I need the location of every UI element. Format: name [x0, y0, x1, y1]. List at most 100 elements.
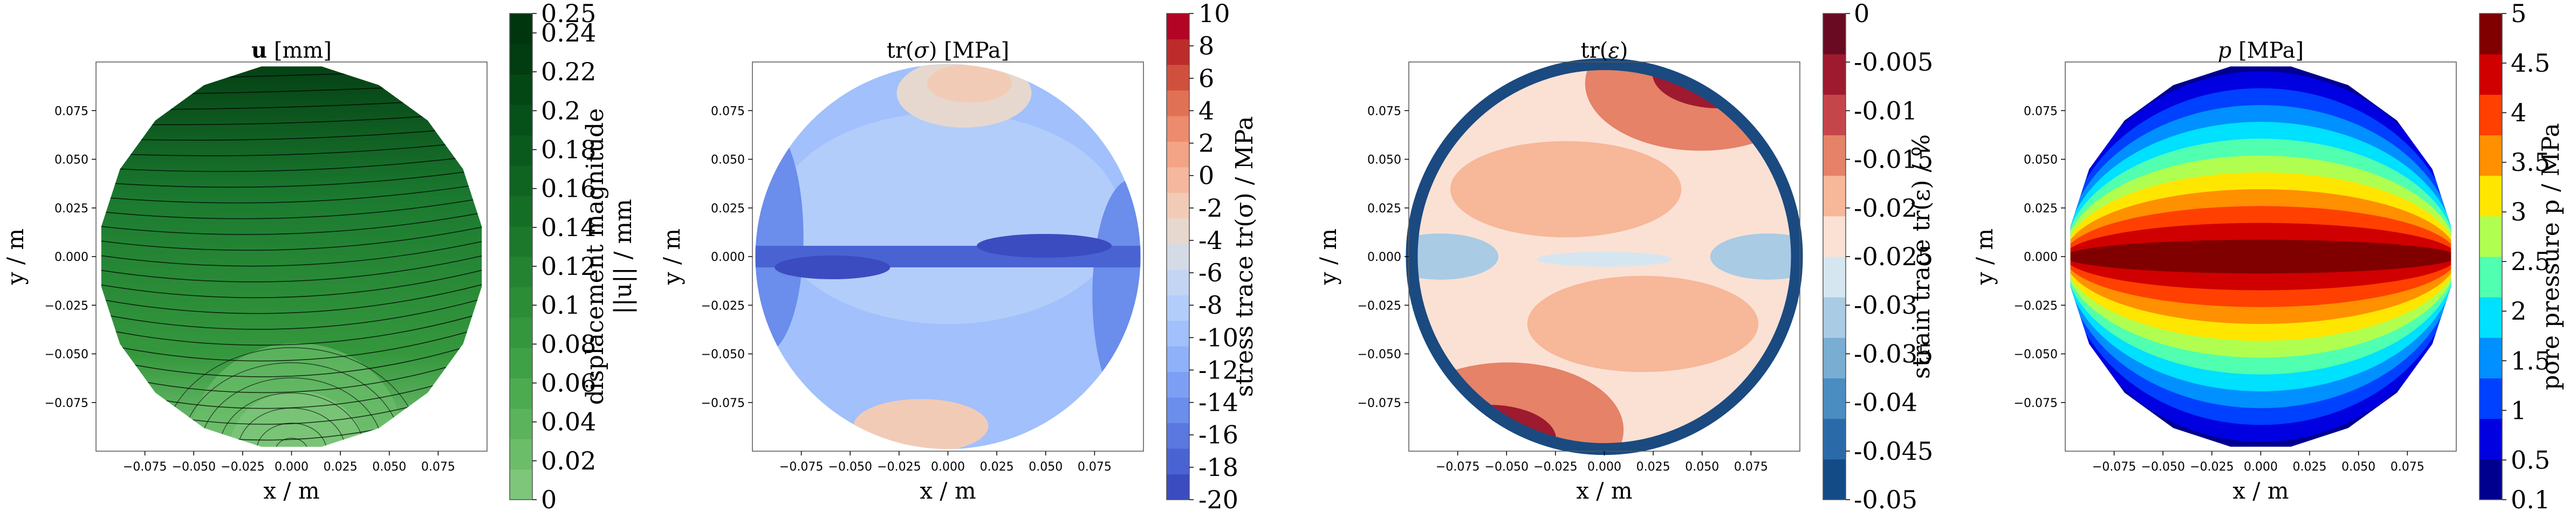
chart-panel-3: tr(ε) −0.075 −0.050 −0.025 0.000 0.025 0.050 0.…: [1315, 0, 1935, 514]
streamline: [101, 183, 482, 204]
colorbar-band: [1167, 218, 1189, 244]
colorbar-tick-label: 5: [2511, 0, 2526, 28]
x-tick-label: −0.075: [2092, 460, 2136, 474]
y-tick-label: −0.050: [2014, 348, 2058, 362]
y-tick-label: 0.000: [1367, 251, 1401, 264]
x-axis-label: x / m: [2232, 478, 2289, 504]
colorbar-tick-label: 2: [1198, 129, 1214, 158]
streamline: [101, 354, 482, 393]
y-tick-label: −0.050: [701, 348, 745, 362]
colorbar-tick-label: 0: [1854, 0, 1869, 28]
streamline: [180, 362, 403, 447]
colorbar-tick-label: 0.16: [541, 174, 596, 203]
colorbar-tick-label: -0.025: [1854, 242, 1933, 271]
colorbar-tick-label: -0.02: [1854, 194, 1917, 223]
colorbar-tick-label: -4: [1198, 226, 1223, 255]
colorbar-band: [510, 165, 532, 196]
streamline: [101, 254, 482, 282]
colorbar-band: [1823, 378, 1846, 419]
colorbar-band: [2479, 135, 2502, 176]
chart-panel-4: p [MPa] −0.075 −0.050 −0.025 0.000 0.025 0.050…: [1971, 0, 2565, 514]
colorbar-tick-label: 0.14: [541, 213, 596, 242]
colorbar-band: [1823, 257, 1846, 298]
colorbar-band: [1167, 371, 1189, 398]
x-tick-label: −0.075: [1436, 460, 1479, 474]
colorbar-band: [1167, 64, 1189, 91]
colorbar-band: [510, 44, 532, 75]
contour-field: [2070, 66, 2451, 447]
colorbar-tick-label: -0.05: [1854, 485, 1917, 514]
colorbar-band: [1167, 13, 1189, 39]
streamline: [101, 225, 482, 251]
streamline: [101, 326, 482, 362]
colorbar-band: [1823, 418, 1846, 460]
x-axis-label: x / m: [920, 478, 976, 504]
colorbar-tick-label: 0.18: [541, 135, 596, 164]
x-tick-label: −0.050: [172, 460, 216, 474]
x-tick-label: 0.075: [421, 460, 455, 474]
colorbar-band: [510, 378, 532, 409]
streamline: [101, 154, 482, 172]
y-tick-label: −0.050: [1358, 348, 1401, 362]
streamline: [101, 126, 482, 141]
y-tick-label: −0.025: [45, 299, 88, 313]
colorbar: 10 8 6 4 2 0 -2 -4 -6 -8 -10 -12 -14 -16 -18 -20 stress …: [1166, 0, 1258, 514]
colorbar-band: [1167, 90, 1189, 116]
colorbar-tick-label: 0.5: [2511, 445, 2550, 474]
colorbar-band: [1167, 397, 1189, 424]
x-tick-label: 0.050: [2341, 460, 2375, 474]
colorbar-band: [1167, 192, 1189, 219]
colorbar-tick-label: 3.5: [2511, 148, 2550, 177]
streamline: [101, 311, 482, 346]
colorbar-tick-label: 0.06: [541, 369, 596, 398]
x-tick-label: 0.000: [275, 460, 309, 474]
colorbar-tick-label: 0.1: [2511, 485, 2550, 514]
x-tick-label: 0.025: [980, 460, 1014, 474]
x-tick-label: 0.075: [2390, 460, 2424, 474]
x-tick-label: −0.075: [779, 460, 823, 474]
colorbar-tick-label: 6: [1198, 64, 1214, 93]
contour-field: [1412, 64, 1797, 450]
colorbar-band: [1167, 448, 1189, 475]
y-tick-label: 0.000: [54, 251, 88, 264]
colorbar-tick-label: -0.045: [1854, 437, 1933, 466]
x-tick-label: −0.025: [221, 460, 264, 474]
streamline: [101, 297, 482, 330]
x-tick-label: 0.075: [1078, 460, 1112, 474]
y-tick-label: 0.025: [711, 202, 745, 216]
colorbar-band: [510, 469, 532, 500]
colorbar-band: [2479, 13, 2502, 54]
colorbar-tick-label: 4: [2511, 98, 2526, 127]
colorbar-band: [510, 317, 532, 348]
x-tick-label: −0.050: [2141, 460, 2185, 474]
colorbar-tick-label: 4: [1198, 96, 1214, 125]
colorbar-band: [1823, 337, 1846, 378]
y-tick-label: 0.000: [2024, 251, 2058, 264]
streamline: [101, 140, 482, 156]
colorbar-band: [510, 439, 532, 470]
colorbar-band: [2479, 54, 2502, 95]
y-tick-label: −0.025: [2014, 299, 2058, 313]
x-tick-label: −0.050: [1485, 460, 1529, 474]
colorbar-tick-label: 1.5: [2511, 346, 2550, 375]
y-axis-label: y / m: [659, 229, 685, 285]
streamline: [101, 268, 482, 299]
y-tick-label: 0.050: [2024, 154, 2058, 167]
colorbar-tick-label: -12: [1198, 355, 1238, 384]
contour-field: [755, 64, 1141, 450]
y-axis-label: y / m: [1315, 229, 1341, 285]
colorbar-band: [1167, 115, 1189, 142]
colorbar-band: [1167, 474, 1189, 500]
y-tick-label: 0.075: [1367, 105, 1401, 118]
colorbar-tick-label: 0.24: [541, 18, 596, 47]
x-tick-label: 0.000: [2244, 460, 2278, 474]
colorbar-band: [1167, 346, 1189, 372]
x-tick-label: 0.050: [1029, 460, 1063, 474]
colorbar-tick-label: 0.02: [541, 446, 596, 475]
colorbar-band: [1823, 297, 1846, 338]
chart-title: tr(σ) [MPa]: [887, 38, 1010, 63]
colorbar-band: [1167, 244, 1189, 270]
colorbar: 0 -0.005 -0.01 -0.015 -0.02 -0.025 -0.03 -0.035…: [1823, 0, 1935, 514]
colorbar-band: [1823, 459, 1846, 500]
colorbar-tick-label: -20: [1198, 485, 1238, 514]
